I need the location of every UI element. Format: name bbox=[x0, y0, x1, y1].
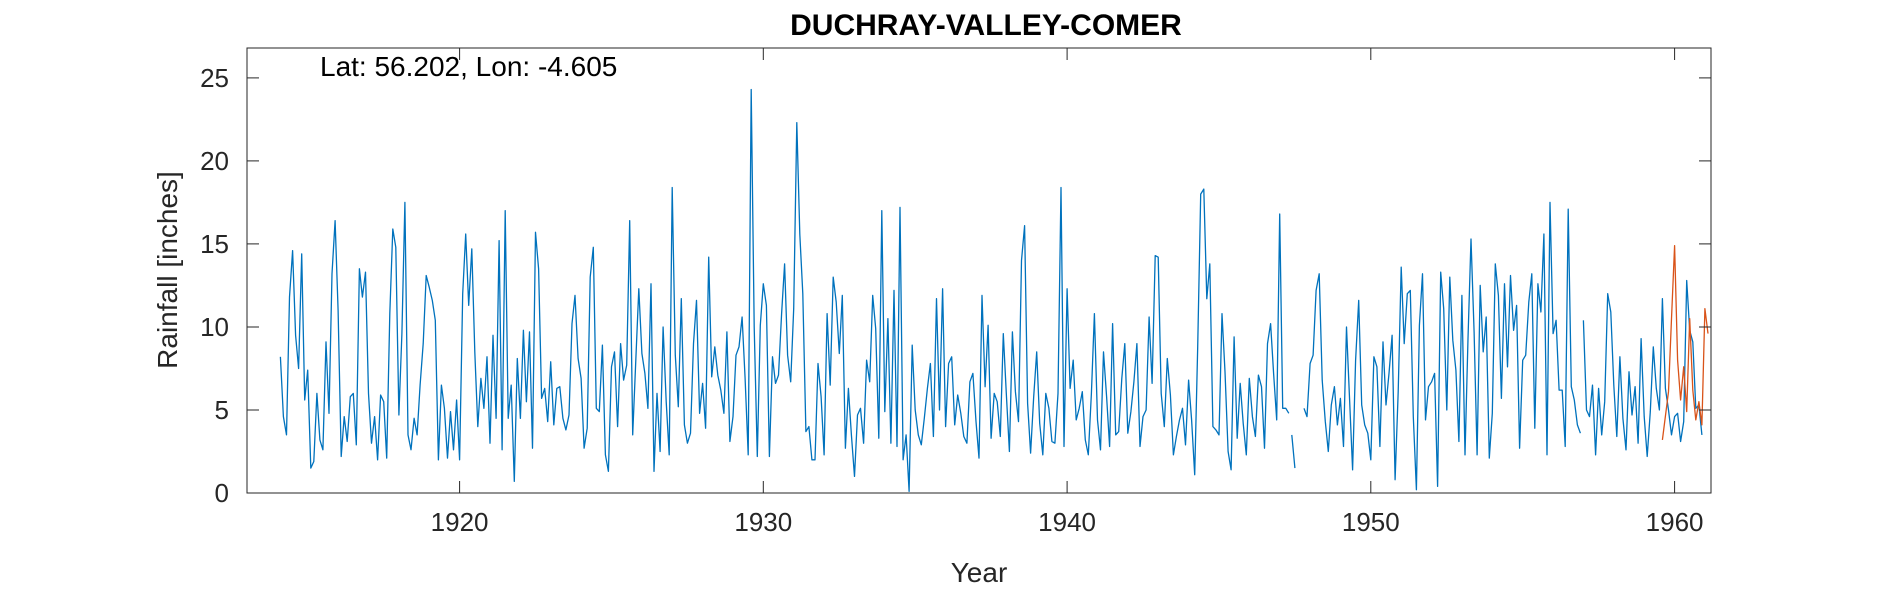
x-tick-label-1940: 1940 bbox=[1038, 507, 1096, 537]
series-layer bbox=[279, 88, 1709, 492]
series-1-line-segment-3 bbox=[1303, 201, 1582, 491]
y-axis-label: Rainfall [inches] bbox=[152, 171, 183, 369]
y-tick-label-15: 15 bbox=[200, 229, 229, 259]
series-1-line-segment-4 bbox=[1582, 279, 1703, 458]
location-annotation: Lat: 56.202, Lon: -4.605 bbox=[320, 51, 617, 82]
chart-title: DUCHRAY-VALLEY-COMER bbox=[790, 9, 1182, 42]
y-tick-label-25: 25 bbox=[200, 63, 229, 93]
y-tick-label-0: 0 bbox=[215, 478, 229, 508]
series-1-line-segment-1 bbox=[279, 88, 1290, 492]
y-tick-label-10: 10 bbox=[200, 312, 229, 342]
x-tick-label-1960: 1960 bbox=[1646, 507, 1704, 537]
x-tick-label-1920: 1920 bbox=[431, 507, 489, 537]
series-2-line-segment-1 bbox=[1661, 244, 1709, 440]
tick-layer: 1920 1930 1940 1950 1960 0 5 10 15 20 25 bbox=[200, 48, 1711, 537]
x-axis-label: Year bbox=[951, 557, 1008, 588]
x-tick-label-1930: 1930 bbox=[734, 507, 792, 537]
series-1-line-segment-2 bbox=[1291, 434, 1296, 469]
y-tick-label-20: 20 bbox=[200, 146, 229, 176]
y-tick-label-5: 5 bbox=[215, 395, 229, 425]
x-tick-label-1950: 1950 bbox=[1342, 507, 1400, 537]
